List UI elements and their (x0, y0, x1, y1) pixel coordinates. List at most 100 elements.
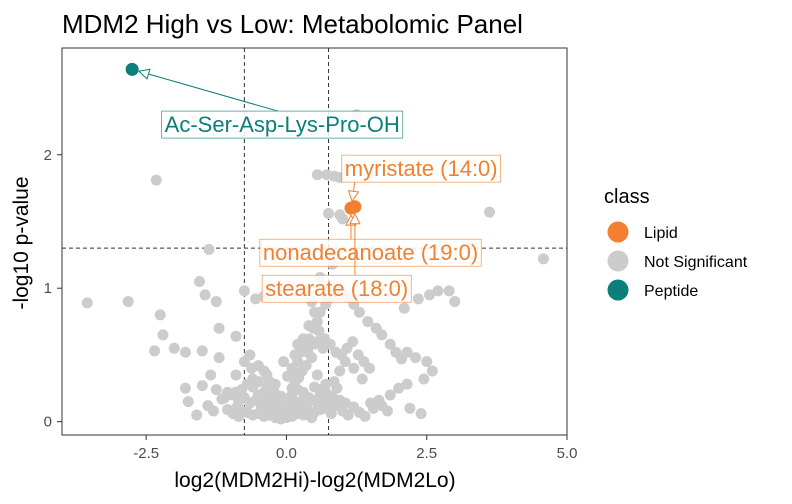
chart-title: MDM2 High vs Low: Metabolomic Panel (62, 9, 523, 39)
point-not-significant-69 (362, 316, 374, 328)
point-not-significant-177 (236, 384, 248, 396)
point-not-significant-180 (269, 397, 281, 409)
annotation-box-2 (259, 238, 482, 267)
point-not-significant-38 (213, 352, 225, 364)
legend-label-not-significant: Not Significant (644, 254, 748, 271)
point-not-significant-59 (311, 316, 323, 328)
point-not-significant-112 (324, 338, 336, 350)
point-not-significant-77 (421, 356, 433, 368)
point-not-significant-88 (334, 365, 346, 377)
point-not-significant-159 (210, 384, 222, 396)
y-tick-label-1: 1 (44, 280, 52, 297)
point-not-significant-178 (252, 376, 264, 388)
point-not-significant-158 (216, 393, 228, 405)
point-lipid-1 (348, 200, 362, 214)
point-not-significant-194 (306, 412, 318, 424)
y-tick-label-2: 2 (44, 147, 52, 164)
point-not-significant-213 (278, 356, 290, 368)
annotation-label-2: nonadecanoate (19:0) (263, 240, 478, 265)
point-peptide-0 (125, 62, 139, 76)
point-not-significant-101 (303, 320, 315, 332)
point-not-significant-193 (300, 401, 312, 413)
point-not-significant-138 (325, 408, 337, 420)
annotation-0: Ac-Ser-Asp-Lys-Pro-OH (137, 68, 404, 139)
annotation-arrowhead-0 (137, 68, 151, 80)
point-not-significant-43 (205, 369, 217, 381)
annotation-label-3: stearate (18:0) (265, 276, 408, 301)
point-not-significant-207 (404, 402, 416, 414)
y-axis: 0 1 2 (44, 147, 62, 431)
point-not-significant-144 (359, 410, 371, 422)
point-not-significant-110 (313, 325, 325, 337)
legend-key-lipid (607, 221, 629, 243)
y-axis-title: -log10 p-value (10, 176, 33, 309)
annotation-1: myristate (14:0) (341, 154, 501, 203)
point-not-significant-42 (196, 380, 208, 392)
point-not-significant-11 (323, 207, 335, 219)
point-not-significant-52 (269, 378, 281, 390)
point-not-significant-179 (261, 381, 273, 393)
point-not-significant-45 (182, 396, 194, 408)
point-not-significant-109 (307, 338, 319, 350)
point-not-significant-37 (196, 345, 208, 357)
legend-label-lipid: Lipid (644, 225, 678, 242)
point-not-significant-44 (179, 382, 191, 394)
x-axis-title: log2(MDM2Hi)-log2(MDM2Lo) (174, 469, 455, 492)
point-not-significant-116 (347, 336, 359, 348)
annotations-layer: Ac-Ser-Asp-Lys-Pro-OH myristate (14:0) non… (137, 68, 501, 303)
annotation-3: stearate (18:0) (261, 212, 412, 303)
point-not-significant-31 (157, 329, 169, 341)
point-not-significant-19 (424, 289, 436, 301)
point-not-significant-71 (376, 329, 388, 341)
legend-key-not-significant (607, 250, 629, 272)
x-tick-label-2: 2.5 (416, 445, 437, 462)
point-not-significant-92 (311, 369, 323, 381)
x-tick-label-3: 5.0 (557, 445, 578, 462)
point-not-significant-20 (432, 285, 444, 297)
annotation-arrow-0 (138, 70, 278, 112)
point-not-significant-82 (384, 389, 396, 401)
y-tick-label-0: 0 (44, 414, 52, 431)
legend-label-peptide: Peptide (644, 283, 698, 300)
point-not-significant-85 (356, 373, 368, 385)
annotation-arrowhead-3 (349, 212, 361, 225)
annotation-box-0 (161, 110, 404, 139)
legend-key-peptide (607, 279, 629, 301)
point-not-significant-211 (258, 365, 270, 377)
point-not-significant-80 (401, 378, 413, 390)
point-not-significant-7 (311, 169, 323, 181)
point-not-significant-32 (149, 345, 161, 357)
point-not-significant-25 (210, 296, 222, 308)
point-not-significant-34 (179, 346, 191, 358)
point-not-significant-40 (238, 356, 250, 368)
point-not-significant-5 (122, 296, 134, 308)
point-not-significant-16 (337, 213, 349, 225)
legend-title: class (604, 186, 650, 208)
point-not-significant-33 (168, 342, 180, 354)
point-not-significant-102 (309, 306, 320, 318)
point-not-significant-1 (484, 206, 496, 218)
point-not-significant-3 (150, 174, 162, 186)
x-tick-label-1: 0.0 (276, 445, 297, 462)
annotation-arrowhead-1 (347, 189, 360, 203)
point-not-significant-23 (193, 276, 205, 288)
point-not-significant-119 (363, 362, 375, 374)
point-not-significant-24 (199, 289, 211, 301)
point-not-significant-35 (213, 322, 225, 334)
point-not-significant-201 (191, 409, 203, 421)
point-not-significant-107 (289, 349, 301, 361)
point-not-significant-204 (365, 397, 377, 409)
point-not-significant-17 (443, 285, 455, 297)
point-not-significant-86 (348, 362, 360, 374)
point-not-significant-6 (203, 244, 215, 256)
point-not-significant-36 (230, 330, 242, 342)
point-not-significant-106 (292, 338, 304, 350)
point-not-significant-68 (353, 306, 365, 318)
annotation-2: nonadecanoate (19:0) (259, 214, 482, 267)
point-not-significant-41 (230, 369, 242, 381)
annotation-box-3 (261, 274, 412, 303)
point-not-significant-78 (426, 365, 438, 377)
point-not-significant-141 (342, 409, 354, 421)
point-not-significant-75 (401, 346, 413, 358)
point-not-significant-214 (287, 368, 299, 380)
